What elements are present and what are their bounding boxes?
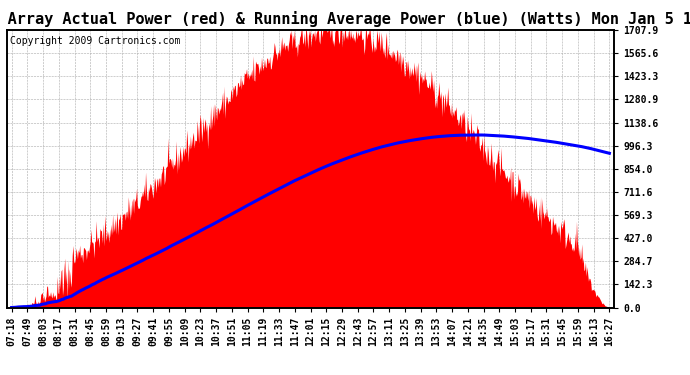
Text: Copyright 2009 Cartronics.com: Copyright 2009 Cartronics.com xyxy=(10,36,180,45)
Text: West Array Actual Power (red) & Running Average Power (blue) (Watts) Mon Jan 5 1: West Array Actual Power (red) & Running … xyxy=(0,11,690,27)
